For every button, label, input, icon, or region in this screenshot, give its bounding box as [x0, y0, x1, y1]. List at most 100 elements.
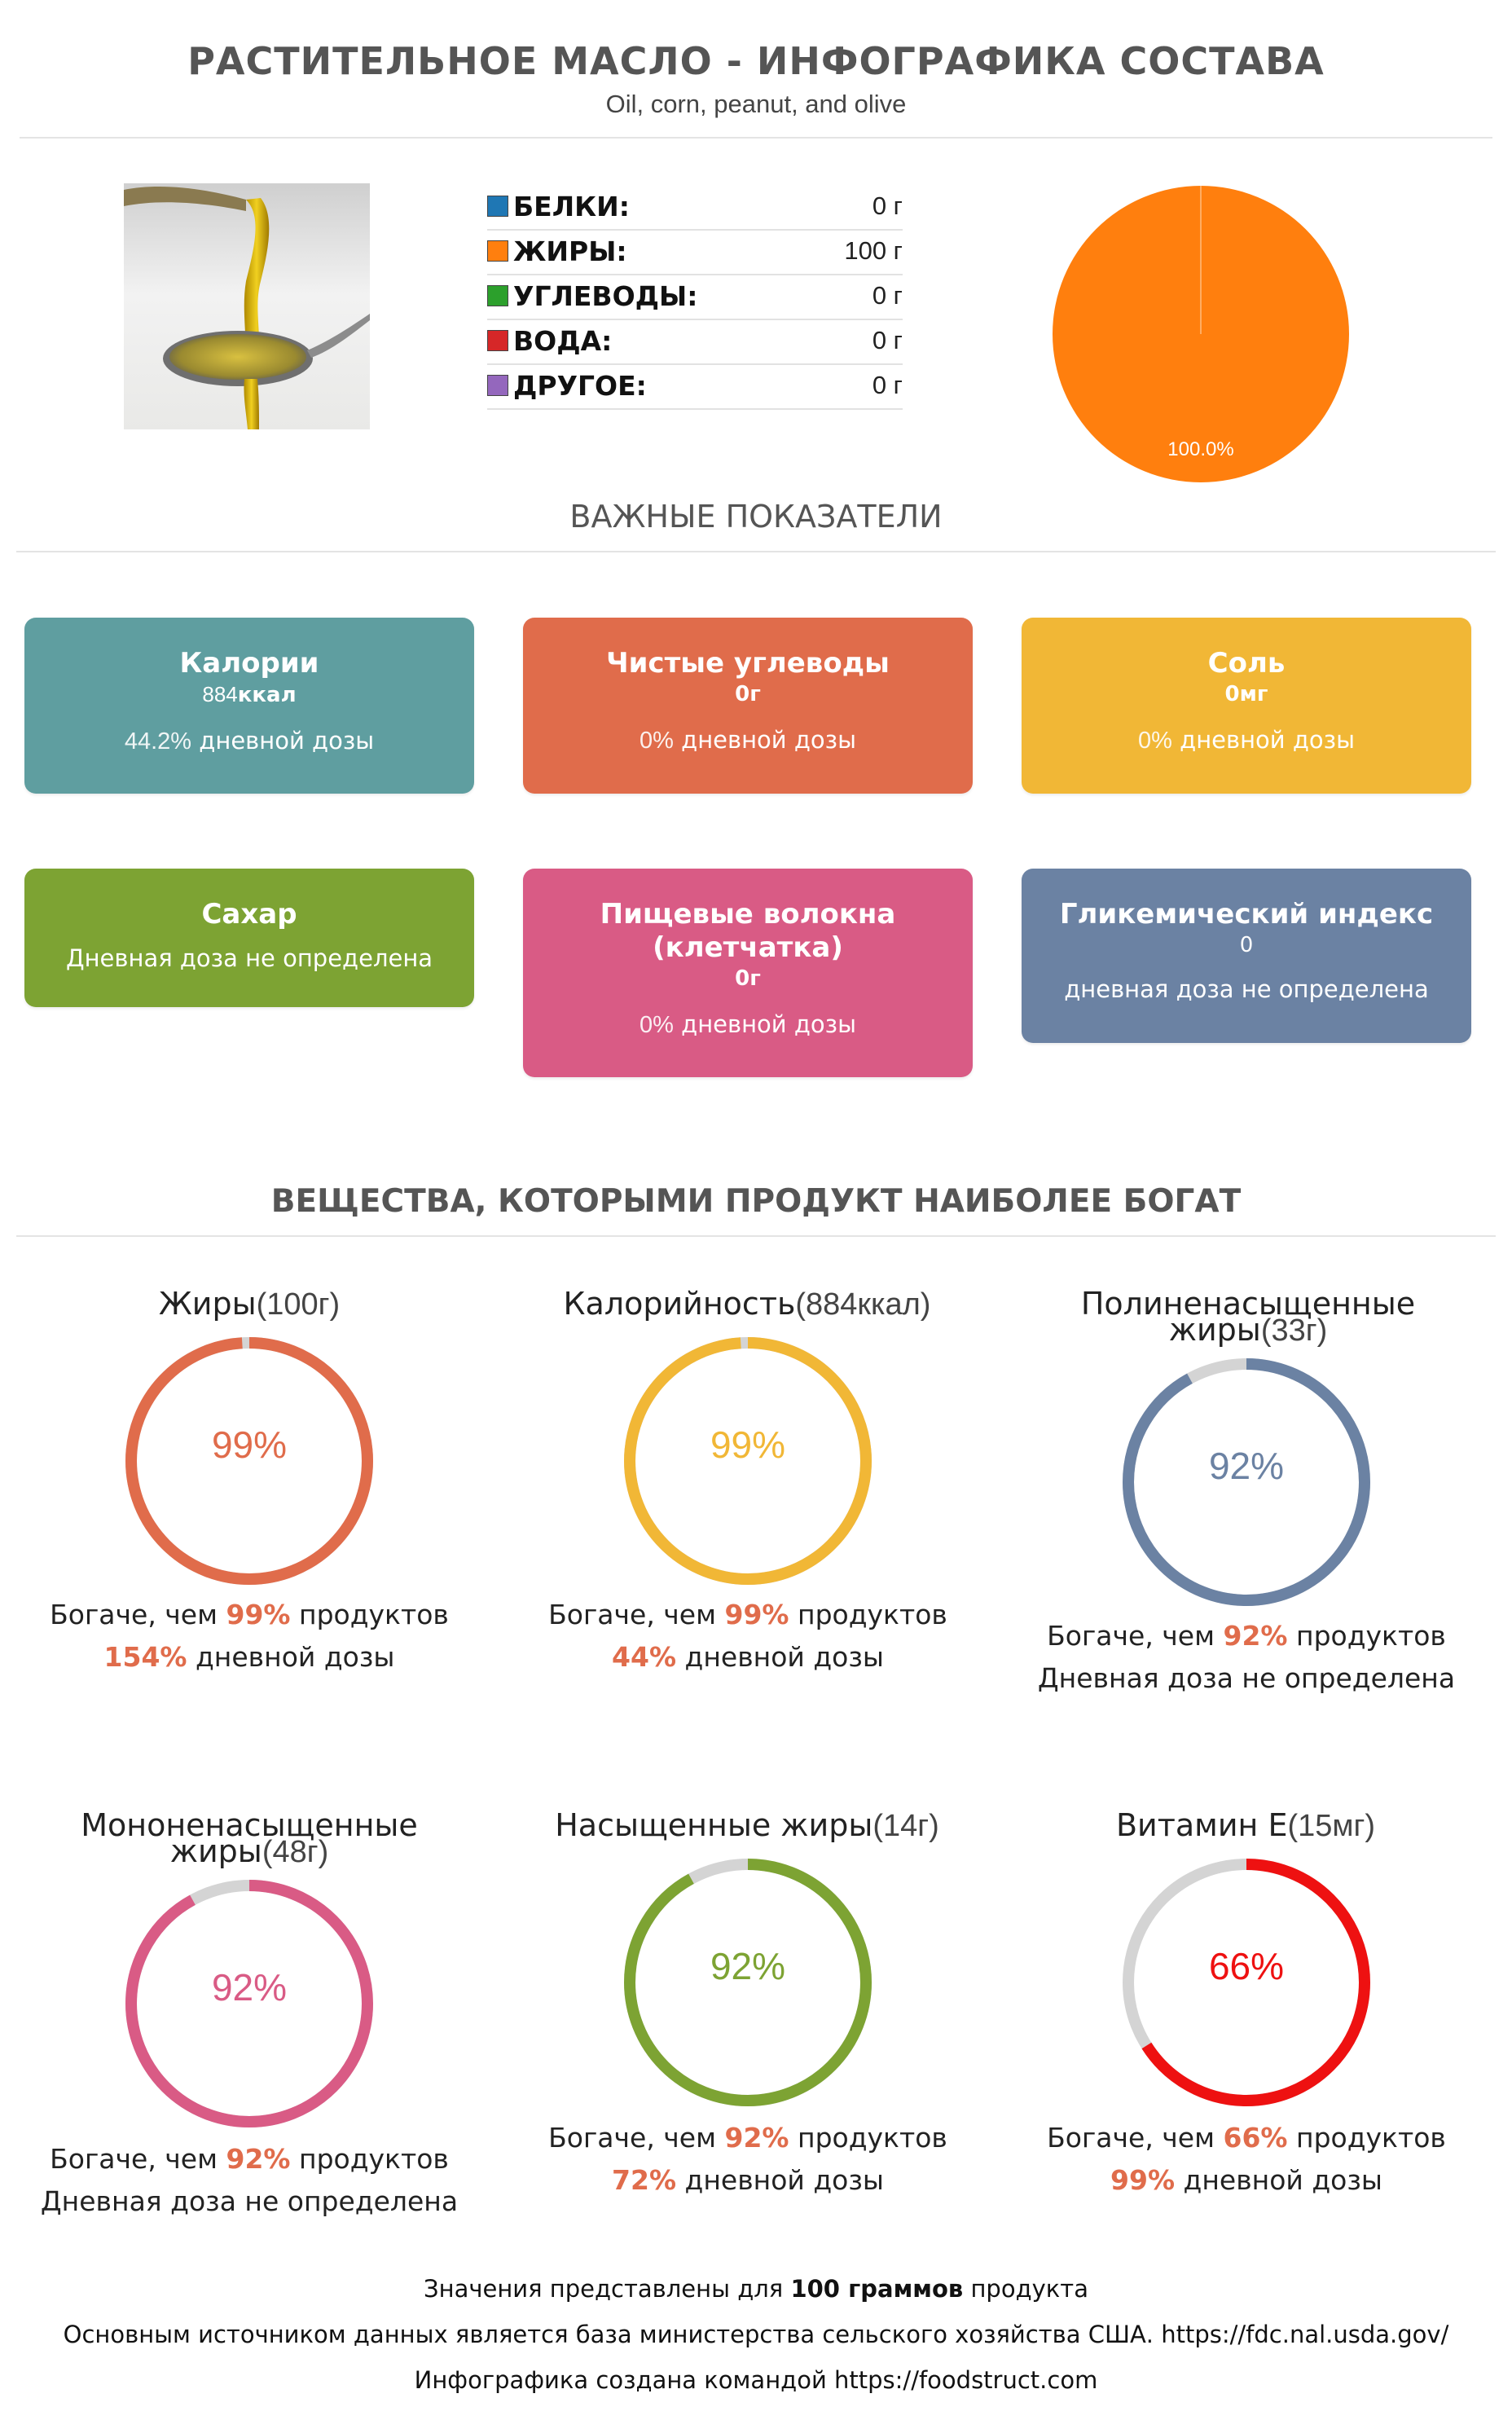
- dv-percent-vitamin-e: 99%: [1110, 2164, 1176, 2196]
- nutrient-saturated-richer: Богаче, чем 92% продуктов: [499, 2122, 997, 2154]
- nutrient-saturated-percent: 92%: [710, 1945, 786, 1987]
- nutrient-calories-title: Калорийность(884ккал): [503, 1288, 991, 1320]
- other-value: 0 г: [872, 371, 903, 399]
- fat-color-swatch: [487, 240, 508, 262]
- card-net-carbs-dv: 0% дневной дозы: [523, 726, 973, 755]
- nutrient-saturated-title: Насыщенные жиры(14г): [503, 1810, 991, 1841]
- card-calories-value: 884ккал: [24, 682, 474, 707]
- richer-prefix-polyunsat: Богаче, чем: [1047, 1620, 1224, 1652]
- indicators-title: ВАЖНЫЕ ПОКАЗАТЕЛИ: [569, 499, 943, 535]
- footer-source-note: Основным источником данных является база…: [63, 2321, 1449, 2348]
- card-sugar-dv: Дневная доза не определена: [65, 944, 433, 972]
- fat-value: 100 г: [844, 236, 903, 265]
- macro-label-fat: ЖИРЫ:: [513, 235, 627, 267]
- carbs-color-swatch: [487, 285, 508, 306]
- footer-serving-note: Значения представлены для 100 граммов пр…: [0, 2275, 1512, 2303]
- calories-number: 884: [202, 682, 238, 706]
- fiber-title-line1: Пищевые волокна: [600, 898, 896, 931]
- macro-row-other: ДРУГОЕ: 0 г: [487, 363, 903, 410]
- salt-dv-percent: 0%: [1138, 728, 1172, 754]
- nutrient-vitamin-e-amount: (15мг): [1287, 1809, 1376, 1843]
- salt-unit: мг: [1239, 682, 1268, 706]
- card-net-carbs-title: Чистые углеводы: [606, 647, 890, 680]
- nutrient-calories-name: Калорийность: [563, 1286, 796, 1322]
- nutrient-polyunsat-title: Полиненасыщенные жиры(33г): [1020, 1288, 1476, 1346]
- dv-percent-fat: 154%: [103, 1641, 187, 1673]
- ring-progress: [624, 1859, 872, 2106]
- nutrient-vitamin-e-richer: Богаче, чем 66% продуктов: [997, 2122, 1496, 2154]
- macro-row-water: ВОДА: 0 г: [487, 319, 903, 365]
- card-fiber-value: 0г: [523, 966, 973, 991]
- richer-suffix-vitamin-e: продуктов: [1287, 2122, 1446, 2154]
- nutrient-calories-percent: 99%: [710, 1423, 786, 1466]
- water-color-swatch: [487, 330, 508, 351]
- nutrient-monounsat-dv: Дневная доза не определена: [40, 2185, 459, 2217]
- footer-line1-b: 100 граммов: [790, 2275, 964, 2303]
- protein-value: 0 г: [872, 191, 903, 220]
- dv-suffix-calories: дневной дозы: [676, 1641, 884, 1673]
- richer-percent-fat: 99%: [226, 1599, 291, 1630]
- nutrient-saturated-dv: 72% дневной дозы: [499, 2164, 997, 2196]
- nutrient-fat-amount: (100г): [256, 1287, 341, 1322]
- card-calories: Калории 884ккал 44.2% дневной дозы: [24, 618, 474, 794]
- card-salt-title: Соль: [1207, 647, 1286, 680]
- nutrient-calories-amount: (884ккал): [795, 1287, 931, 1322]
- nutrients-title: ВЕЩЕСТВА, КОТОРЫМИ ПРОДУКТ НАИБОЛЕЕ БОГА…: [270, 1183, 1242, 1220]
- richer-suffix-calories: продуктов: [789, 1599, 947, 1630]
- other-label-text: ДРУГОЕ: [513, 370, 636, 402]
- other-color-swatch: [487, 375, 508, 396]
- nutrient-monounsat-percent: 92%: [211, 1966, 288, 2009]
- macro-label-other: ДРУГОЕ:: [513, 370, 647, 402]
- nutrient-saturated-amount: (14г): [872, 1809, 939, 1843]
- card-glycemic-index: Гликемический индекс 0 дневная доза не о…: [1022, 869, 1471, 1043]
- carbs-value: 0 г: [872, 281, 903, 310]
- page-title: РАСТИТЕЛЬНОЕ МАСЛО - ИНФОГРАФИКА СОСТАВА: [187, 39, 1325, 83]
- richer-prefix-saturated: Богаче, чем: [548, 2122, 725, 2154]
- card-glycemic-dv: дневная доза не определена: [1064, 975, 1429, 1003]
- card-net-carbs: Чистые углеводы 0г 0% дневной дозы: [523, 618, 973, 794]
- richer-percent-polyunsat: 92%: [1223, 1620, 1288, 1652]
- ring-progress: [624, 1337, 872, 1585]
- fiber-title-line2: (клетчатка): [653, 931, 843, 964]
- card-glycemic-value: 0: [1239, 933, 1254, 957]
- net-carbs-unit: г: [749, 682, 761, 706]
- nutrient-monounsat-ring: [125, 1880, 373, 2127]
- nutrient-polyunsat-name2: жиры: [1168, 1312, 1261, 1348]
- nutrient-polyunsat-name1: Полиненасыщенные: [1080, 1286, 1416, 1322]
- dv-percent-calories: 44%: [612, 1641, 677, 1673]
- net-carbs-number: 0: [735, 682, 750, 706]
- carbs-label-text: УГЛЕВОДЫ: [513, 280, 688, 312]
- net-carbs-dv-text: дневной дозы: [673, 726, 856, 754]
- footer-line1-a: Значения представлены для: [424, 2275, 791, 2303]
- dv-suffix-vitamin-e: дневной дозы: [1175, 2164, 1382, 2196]
- water-label-text: ВОДА: [513, 325, 602, 357]
- ring-progress: [125, 1337, 373, 1585]
- nutrient-polyunsat-richer: Богаче, чем 92% продуктов: [997, 1620, 1496, 1652]
- nutrient-fat-dv: 154% дневной дозы: [0, 1641, 499, 1673]
- nutrient-calories-richer: Богаче, чем 99% продуктов: [499, 1599, 997, 1630]
- nutrient-polyunsat-dv: Дневная доза не определена: [1037, 1662, 1456, 1694]
- nutrient-fat-richer: Богаче, чем 99% продуктов: [0, 1599, 499, 1630]
- nutrient-vitamin-e-dv: 99% дневной дозы: [997, 2164, 1496, 2196]
- nutrients-divider: [16, 1235, 1496, 1237]
- card-calories-dv: 44.2% дневной дозы: [24, 727, 474, 755]
- macro-label-water: ВОДА:: [513, 325, 613, 357]
- fiber-number: 0: [735, 966, 750, 991]
- oil-spoon-illustration: [124, 183, 370, 429]
- nutrient-vitamin-e-name: Витамин E: [1115, 1807, 1288, 1843]
- card-glycemic-title: Гликемический индекс: [1059, 898, 1434, 931]
- richer-percent-monounsat: 92%: [226, 2143, 291, 2175]
- nutrient-monounsat-title: Мононенасыщенные жиры(48г): [21, 1810, 477, 1868]
- nutrient-polyunsat-amount: (33г): [1260, 1313, 1328, 1348]
- card-sugar: Сахар Дневная доза не определена: [24, 869, 474, 1007]
- water-value: 0 г: [872, 326, 903, 354]
- nutrient-polyunsat-ring: [1123, 1358, 1370, 1606]
- dv-suffix-saturated: дневной дозы: [676, 2164, 884, 2196]
- richer-percent-calories: 99%: [724, 1599, 789, 1630]
- card-fiber-title: Пищевые волокна (клетчатка): [523, 898, 973, 965]
- page-subtitle: Oil, corn, peanut, and olive: [605, 90, 907, 118]
- dv-percent-saturated: 72%: [612, 2164, 677, 2196]
- card-fiber-dv: 0% дневной дозы: [523, 1010, 973, 1039]
- macro-row-fat: ЖИРЫ: 100 г: [487, 229, 903, 275]
- nutrient-fat-name: Жиры: [158, 1286, 257, 1322]
